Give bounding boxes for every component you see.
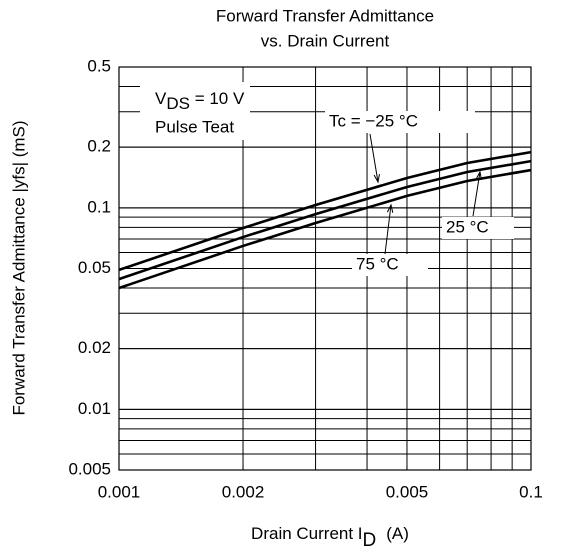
arrow-head [373,174,380,184]
x-tick-label: 0.005 [386,482,429,501]
x-axis-label-sub: D [363,530,377,551]
annotation-part: V [155,89,167,108]
x-tick-label: 0.001 [98,482,141,501]
x-axis-label-unit: (A) [386,524,409,543]
x-axis-label: Drain Current ID (A) [251,524,409,551]
x-tick-label: 0.1 [519,482,543,501]
arrow [384,204,392,255]
x-tick-label: 0.002 [222,482,265,501]
annotation-part: = 10 V [190,89,245,108]
y-tick-label: 0.5 [87,56,111,75]
x-axis-label-main: Drain Current I [251,524,362,543]
series-line [118,150,532,272]
legend-label: 75 °C [356,254,399,273]
annotation-part: DS [166,94,190,113]
plot-frame [118,66,532,471]
annotation-box [140,82,250,140]
legend-box [442,217,514,239]
annotation: VDS = 10 V [155,89,245,113]
arrow-head [386,203,394,213]
legend-label: Tc = −25 °C [329,111,418,130]
y-tick-label: 0.005 [68,459,111,478]
legend-box [352,254,428,276]
chart-title: Forward Transfer Admittance [216,6,434,25]
series-line [118,168,532,290]
y-axis-label: Forward Transfer Admittance |yfs| (mS) [9,120,28,415]
series-line [118,159,532,281]
chart-title: vs. Drain Current [261,31,390,50]
arrow [369,133,379,183]
y-tick-label: 0.01 [78,399,111,418]
y-tick-label: 0.02 [78,338,111,357]
arrow [472,171,481,217]
legend-label: 25 °C [446,217,489,236]
y-tick-label: 0.05 [78,258,111,277]
annotation: Pulse Teat [155,117,234,136]
legend-box [325,111,475,133]
y-tick-label: 0.1 [87,197,111,216]
y-tick-label: 0.2 [87,137,111,156]
arrow-head [475,170,483,180]
